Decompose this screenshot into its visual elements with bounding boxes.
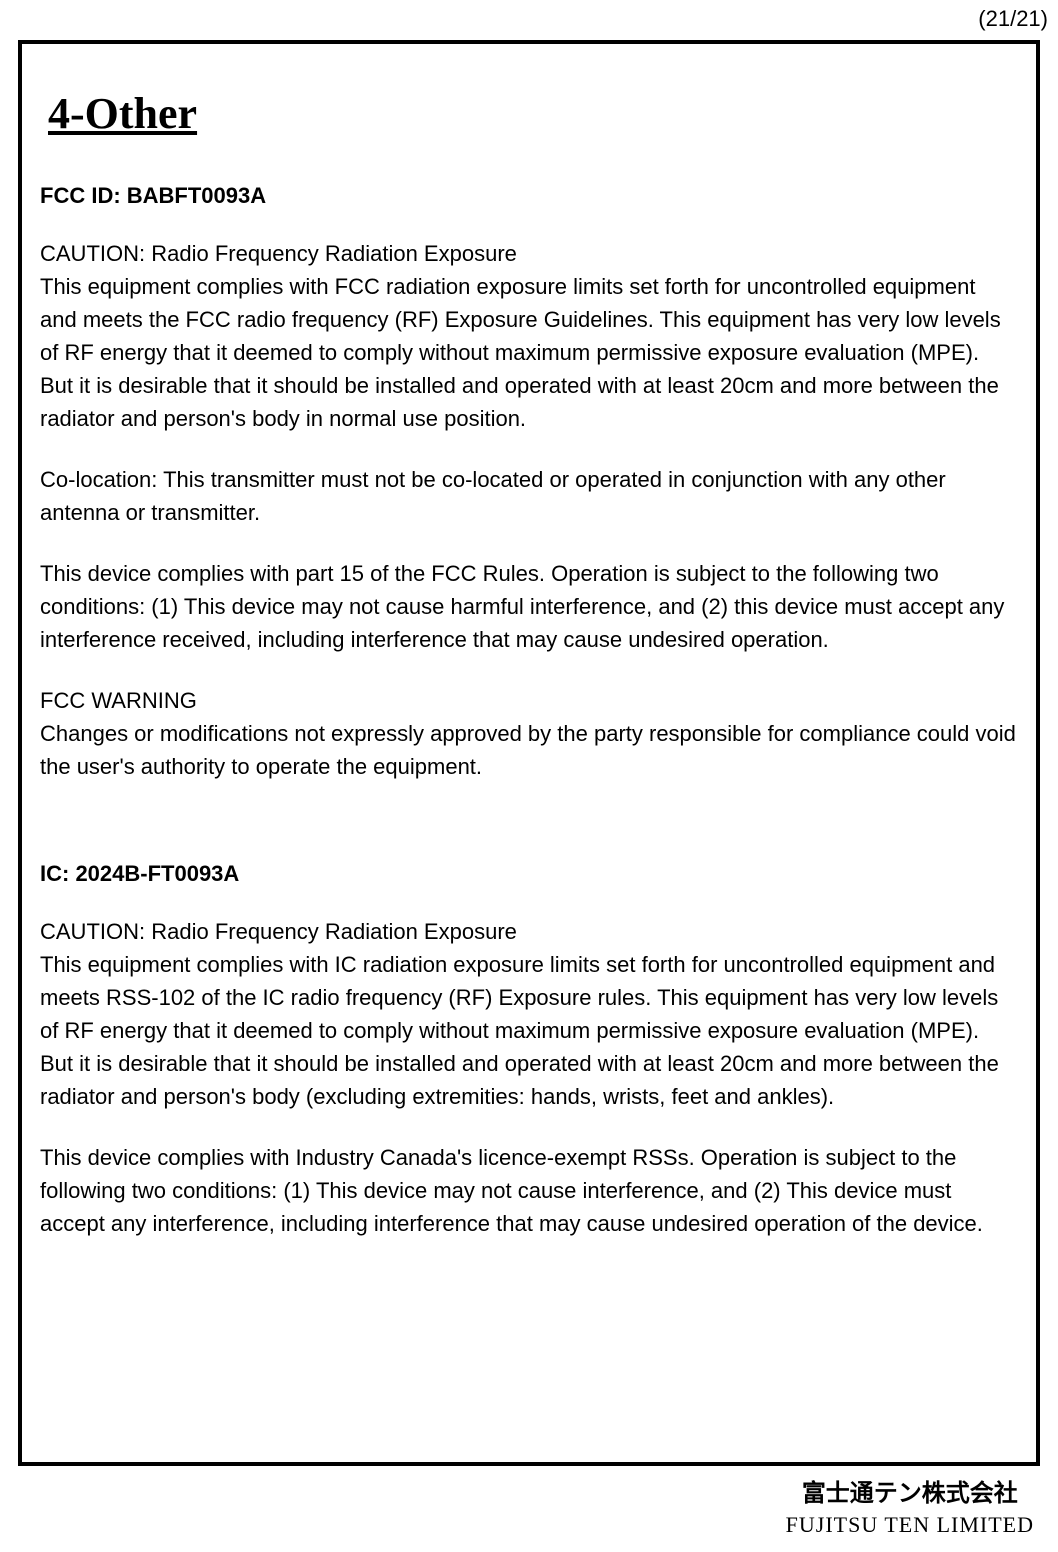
ic-id-heading: IC: 2024B-FT0093A: [40, 861, 1018, 887]
fcc-part15-paragraph: This device complies with part 15 of the…: [40, 557, 1018, 656]
fcc-warning-heading: FCC WARNING: [40, 688, 197, 713]
content-frame: 4-Other FCC ID: BABFT0093A CAUTION: Radi…: [18, 40, 1040, 1466]
company-name-jp: 富士通テン株式会社: [786, 1473, 1034, 1508]
fcc-colocation-paragraph: Co-location: This transmitter must not b…: [40, 463, 1018, 529]
fcc-caution-body: This equipment complies with FCC radiati…: [40, 274, 1001, 431]
page-number: (21/21): [978, 6, 1048, 32]
ic-caution-body: This equipment complies with IC radiatio…: [40, 952, 999, 1109]
company-name-en: FUJITSU TEN LIMITED: [786, 1512, 1034, 1538]
fcc-id-heading: FCC ID: BABFT0093A: [40, 183, 1018, 209]
section-title: 4-Other: [48, 88, 1018, 139]
fcc-caution-heading: CAUTION: Radio Frequency Radiation Expos…: [40, 241, 517, 266]
ic-caution-paragraph: CAUTION: Radio Frequency Radiation Expos…: [40, 915, 1018, 1113]
section-gap: [40, 811, 1018, 861]
fcc-warning-body: Changes or modifications not expressly a…: [40, 721, 1016, 779]
footer: 富士通テン株式会社 FUJITSU TEN LIMITED: [786, 1473, 1034, 1538]
fcc-caution-paragraph: CAUTION: Radio Frequency Radiation Expos…: [40, 237, 1018, 435]
ic-caution-heading: CAUTION: Radio Frequency Radiation Expos…: [40, 919, 517, 944]
ic-rss-paragraph: This device complies with Industry Canad…: [40, 1141, 1018, 1240]
fcc-warning-paragraph: FCC WARNING Changes or modifications not…: [40, 684, 1018, 783]
